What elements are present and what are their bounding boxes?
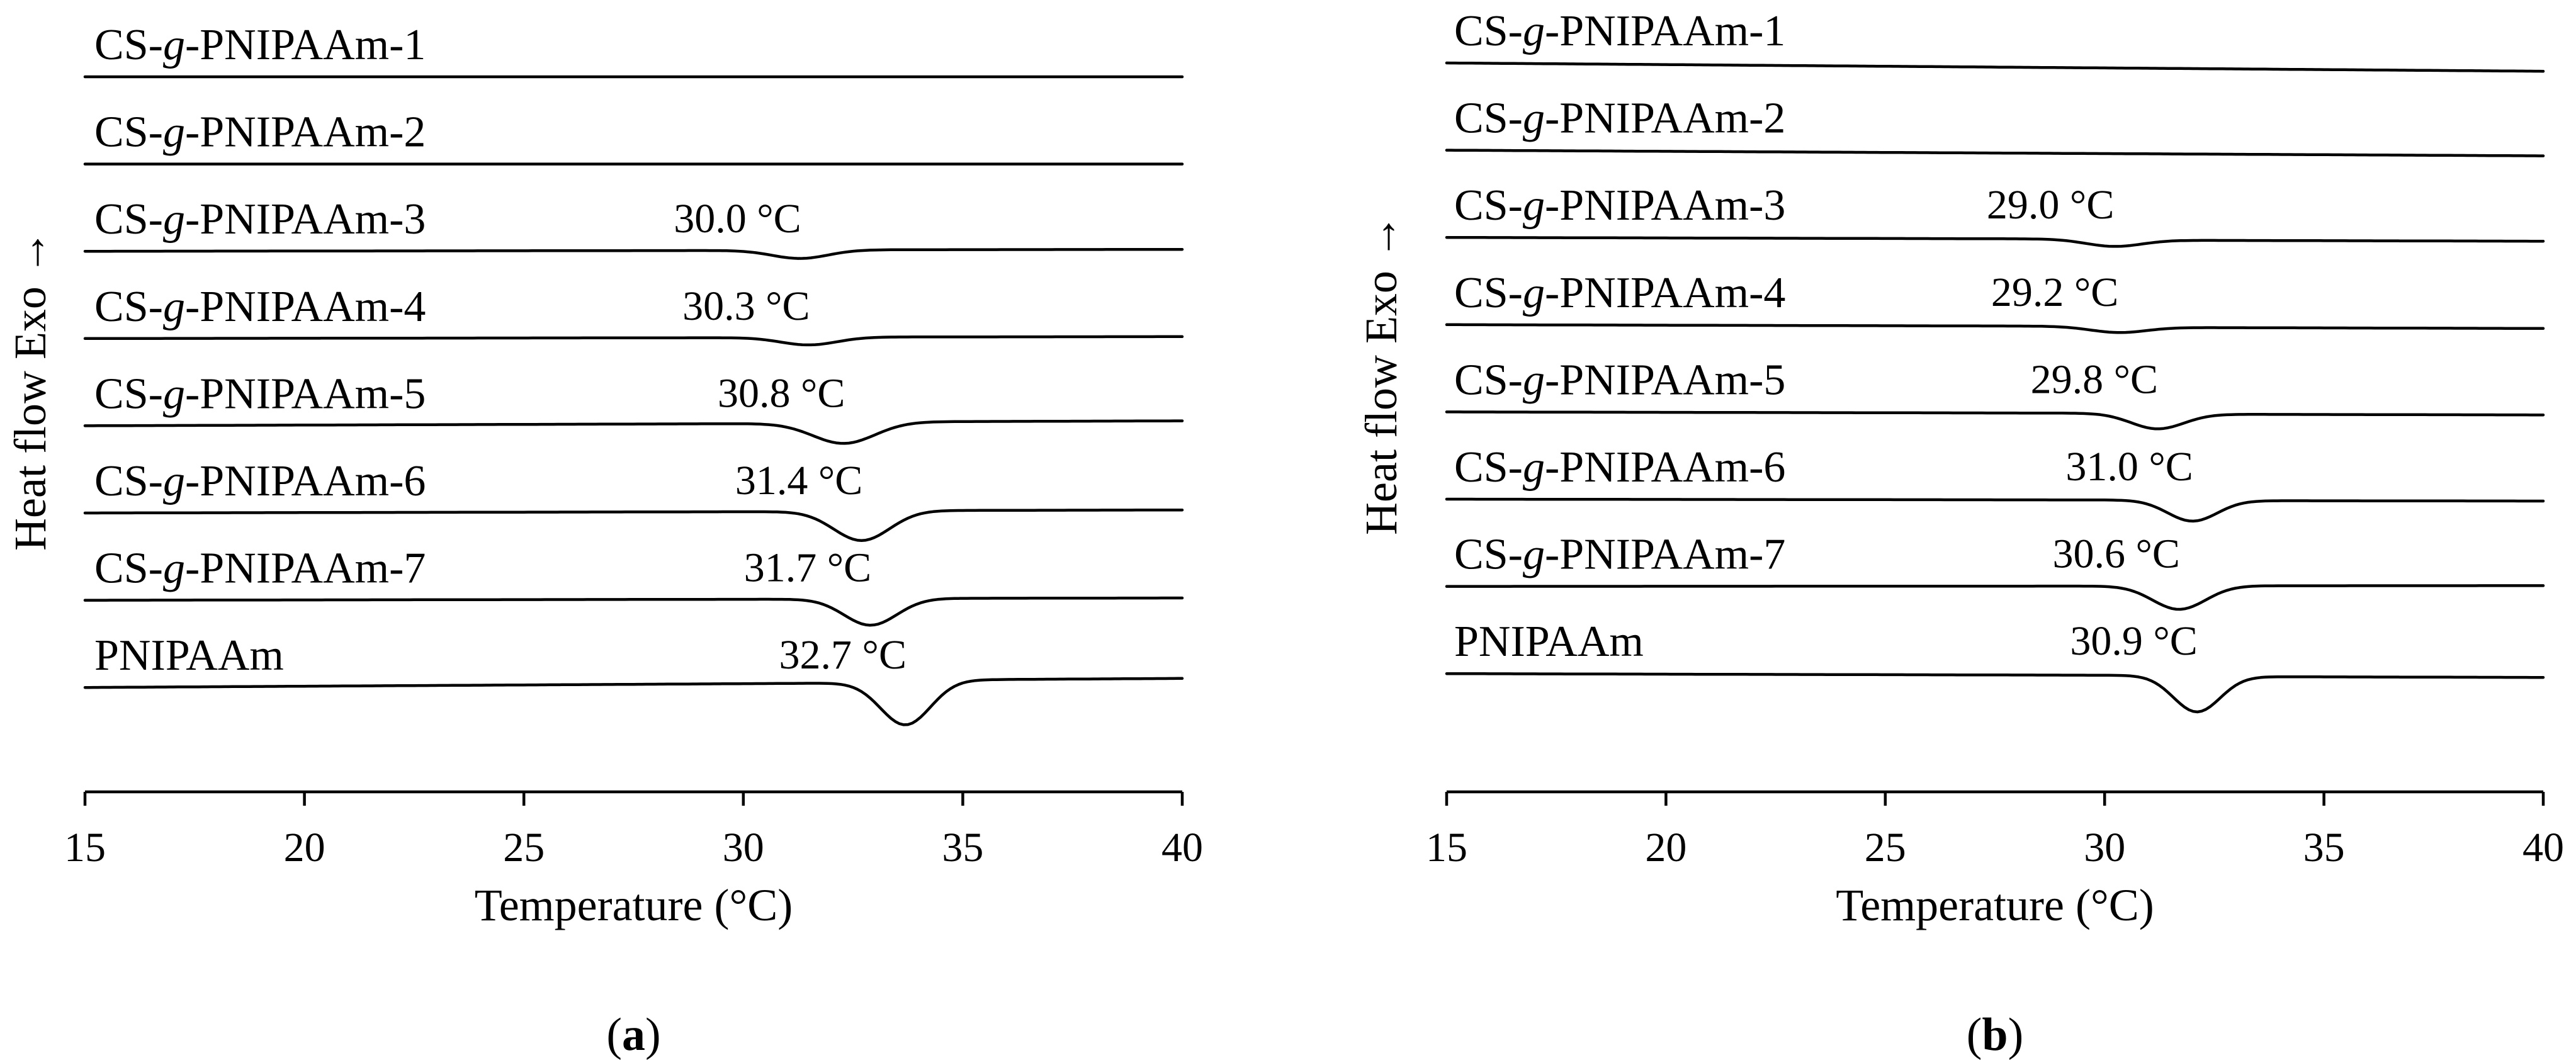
dsc-curve	[1445, 410, 2545, 431]
series-label: CS-g-PNIPAAm-5	[1454, 356, 1785, 404]
x-axis-title: Temperature (°C)	[1836, 880, 2154, 930]
dsc-curve	[83, 677, 1184, 726]
peak-temperature-label: 29.8 °C	[2031, 356, 2158, 402]
x-tick-label: 25	[1865, 825, 1906, 871]
x-tick-label: 25	[503, 825, 545, 871]
series-label: CS-g-PNIPAAm-2	[94, 108, 426, 157]
dsc-curve	[83, 419, 1184, 445]
dsc-curve	[83, 508, 1184, 542]
dsc-curve	[83, 596, 1184, 627]
y-axis-title: Heat flow Exo →	[1356, 214, 1406, 535]
panel-b: 15 20 25 30 35 40 Temperature (°C) Heat flow Ex…	[1356, 7, 2564, 1060]
peak-temperature-label: 29.0 °C	[1987, 182, 2114, 228]
dsc-curve	[83, 335, 1184, 347]
peak-temperature-label: 30.0 °C	[674, 196, 801, 242]
series-label: CS-g-PNIPAAm-7	[1454, 531, 1785, 579]
x-tick-label: 40	[1161, 825, 1203, 871]
peak-temperature-label: 31.0 °C	[2065, 444, 2193, 490]
peak-temperature-label: 30.9 °C	[2070, 618, 2197, 664]
x-tick-label: 15	[1426, 825, 1467, 871]
peak-temperature-label: 32.7 °C	[779, 632, 907, 678]
dsc-curve	[1445, 497, 2545, 523]
peak-temperature-label: 29.2 °C	[1991, 269, 2118, 315]
series-label: CS-g-PNIPAAm-6	[1454, 443, 1785, 492]
peak-temperature-label: 31.7 °C	[744, 545, 871, 591]
dsc-curve	[1445, 149, 2545, 157]
x-tick-label: 40	[2522, 825, 2564, 871]
x-tick-label: 30	[2084, 825, 2125, 871]
series-label: CS-g-PNIPAAm-3	[94, 195, 426, 244]
peak-temperature-label: 30.6 °C	[2052, 531, 2179, 577]
x-tick-label: 15	[64, 825, 106, 871]
x-tick-label: 20	[1645, 825, 1686, 871]
peak-temperature-label: 30.8 °C	[718, 370, 845, 416]
dsc-curve	[1445, 584, 2545, 611]
dsc-curve	[1445, 672, 2545, 714]
x-tick-label: 35	[2303, 825, 2345, 871]
dsc-curve	[1445, 61, 2545, 73]
panel-label: (a)	[606, 1009, 660, 1060]
dsc-curve	[83, 247, 1184, 260]
dsc-curve	[1445, 323, 2545, 334]
series-label: CS-g-PNIPAAm-5	[94, 369, 426, 418]
series-label: CS-g-PNIPAAm-3	[1454, 181, 1785, 230]
peak-temperature-label: 31.4 °C	[735, 458, 862, 504]
x-tick-label: 30	[723, 825, 764, 871]
series-label: CS-g-PNIPAAm-1	[94, 21, 426, 69]
series-label: CS-g-PNIPAAm-4	[94, 283, 426, 331]
series-label: PNIPAAm	[1454, 617, 1644, 666]
series-label: PNIPAAm	[94, 631, 284, 680]
series-label: CS-g-PNIPAAm-4	[1454, 269, 1785, 317]
x-axis-title: Temperature (°C)	[475, 880, 793, 930]
panel-a: 15 20 25 30 35 40 Temperature (°C) Heat flow Ex…	[5, 21, 1203, 1060]
dsc-curve	[1445, 235, 2545, 248]
series-label: CS-g-PNIPAAm-6	[94, 457, 426, 505]
series-label: CS-g-PNIPAAm-7	[94, 544, 426, 593]
y-axis-title: Heat flow Exo →	[5, 230, 55, 551]
x-tick-label: 35	[942, 825, 983, 871]
series-label: CS-g-PNIPAAm-1	[1454, 7, 1785, 55]
peak-temperature-label: 30.3 °C	[682, 283, 810, 329]
x-tick-label: 20	[284, 825, 325, 871]
panel-label: (b)	[1967, 1009, 2023, 1060]
series-label: CS-g-PNIPAAm-2	[1454, 94, 1785, 143]
